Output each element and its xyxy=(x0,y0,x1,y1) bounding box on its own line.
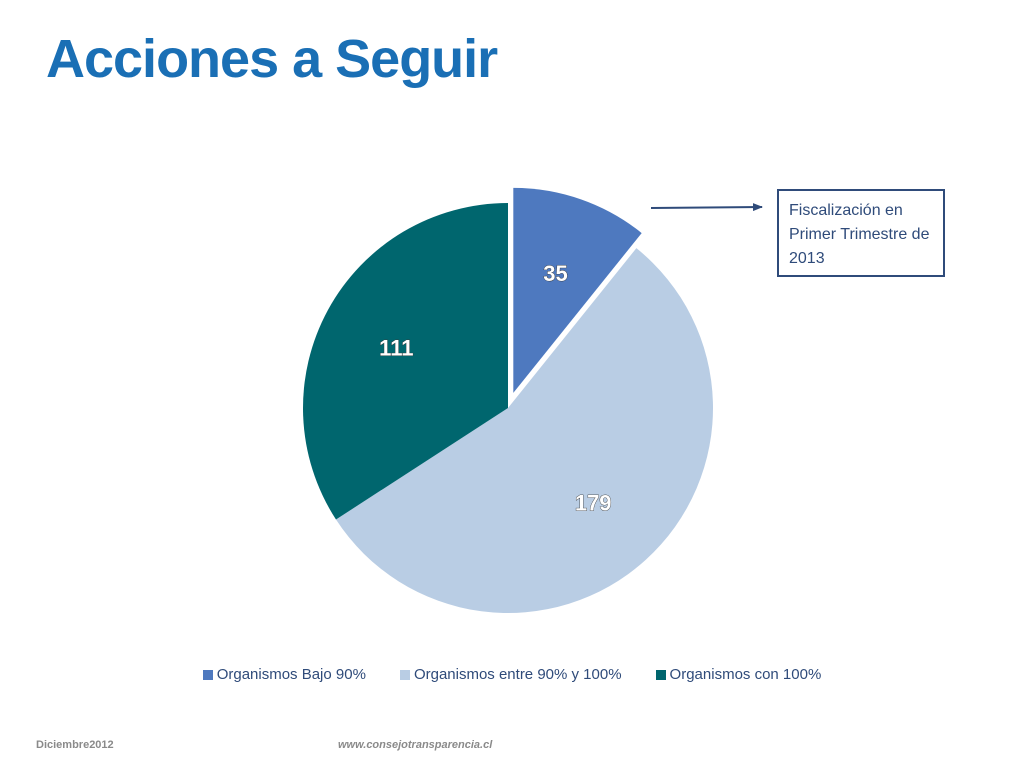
legend-item-entre-90-100: Organismos entre 90% y 100% xyxy=(399,666,622,683)
footer-url: www.consejotransparencia.cl xyxy=(338,739,493,751)
legend-item-con-100: Organismos con 100% xyxy=(655,666,822,683)
legend-swatch xyxy=(655,669,666,680)
data-label-entre-90-100: 179 xyxy=(575,490,612,515)
callout-text: Fiscalización en Primer Trimestre de 201… xyxy=(789,202,930,267)
legend-label: Organismos entre 90% y 100% xyxy=(413,666,622,683)
footer-date: Diciembre2012 xyxy=(36,739,114,751)
legend-label: Organismos Bajo 90% xyxy=(216,666,366,683)
legend-label: Organismos con 100% xyxy=(669,666,822,683)
data-label-bajo-90: 35 xyxy=(543,261,567,286)
legend-swatch xyxy=(399,669,410,680)
pie-slice-entre-90-100 xyxy=(335,248,714,614)
legend: Organismos Bajo 90% Organismos entre 90% … xyxy=(0,666,1024,683)
pie-slice-bajo-90 xyxy=(513,187,642,393)
legend-swatch xyxy=(202,669,213,680)
legend-item-bajo-90: Organismos Bajo 90% xyxy=(202,666,366,683)
callout-box: Fiscalización en Primer Trimestre de 201… xyxy=(777,189,945,277)
pie-slice-con-100 xyxy=(303,203,508,520)
slide-title: Acciones a Seguir xyxy=(46,29,498,89)
callout-arrow xyxy=(650,203,763,212)
data-label-con-100: 111 xyxy=(379,335,413,360)
